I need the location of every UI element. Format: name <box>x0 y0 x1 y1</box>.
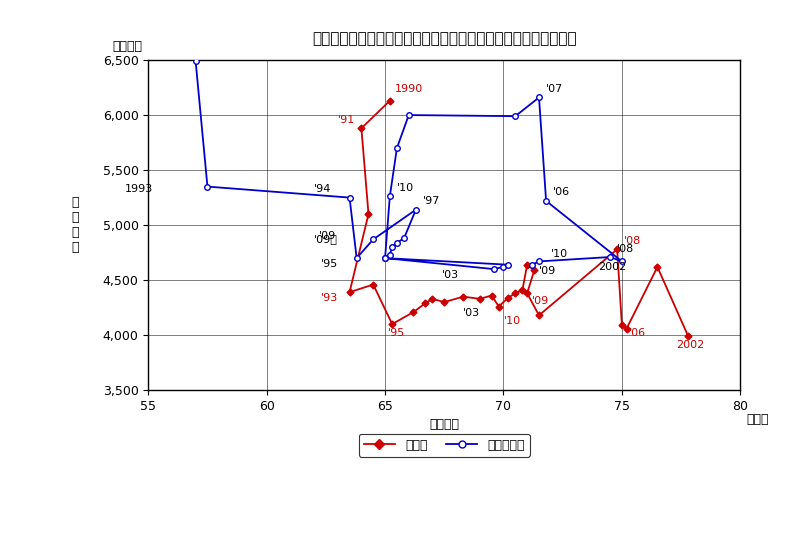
X-axis label: 平均面積: 平均面積 <box>430 418 459 431</box>
Text: '08: '08 <box>617 244 634 253</box>
Text: '93: '93 <box>321 293 338 303</box>
Text: 2002: 2002 <box>598 262 626 272</box>
Legend: 首都圈, 東京都区部: 首都圈, 東京都区部 <box>358 434 530 456</box>
Text: '09・: '09・ <box>314 234 338 244</box>
Text: '91: '91 <box>338 115 355 125</box>
Text: '09: '09 <box>318 232 336 241</box>
Text: '10: '10 <box>397 183 414 193</box>
Text: '07: '07 <box>546 84 563 94</box>
Text: '09: '09 <box>532 296 549 306</box>
Text: 1990: 1990 <box>394 84 422 94</box>
Text: 1993: 1993 <box>125 184 153 194</box>
Text: '95: '95 <box>387 328 405 338</box>
Text: '94: '94 <box>314 184 331 194</box>
Text: （万円）: （万円） <box>113 40 142 54</box>
Text: '95: '95 <box>321 259 338 269</box>
Text: '06: '06 <box>629 328 646 338</box>
Text: '06: '06 <box>554 187 570 198</box>
Title: 第４－２－３図　首都圈の分譲マンション平均価格・面積の推移: 第４－２－３図 首都圈の分譲マンション平均価格・面積の推移 <box>312 31 577 46</box>
Text: '10: '10 <box>551 249 568 259</box>
Text: '08: '08 <box>624 236 642 246</box>
Y-axis label: 平
均
価
格: 平 均 価 格 <box>71 196 78 254</box>
Text: 2002: 2002 <box>676 340 705 351</box>
Text: '03: '03 <box>442 270 459 280</box>
Text: '09: '09 <box>539 265 556 276</box>
Text: （㎡）: （㎡） <box>746 413 769 426</box>
Text: '97: '97 <box>423 196 440 206</box>
Text: '10: '10 <box>503 316 521 326</box>
Text: '03: '03 <box>463 308 480 318</box>
